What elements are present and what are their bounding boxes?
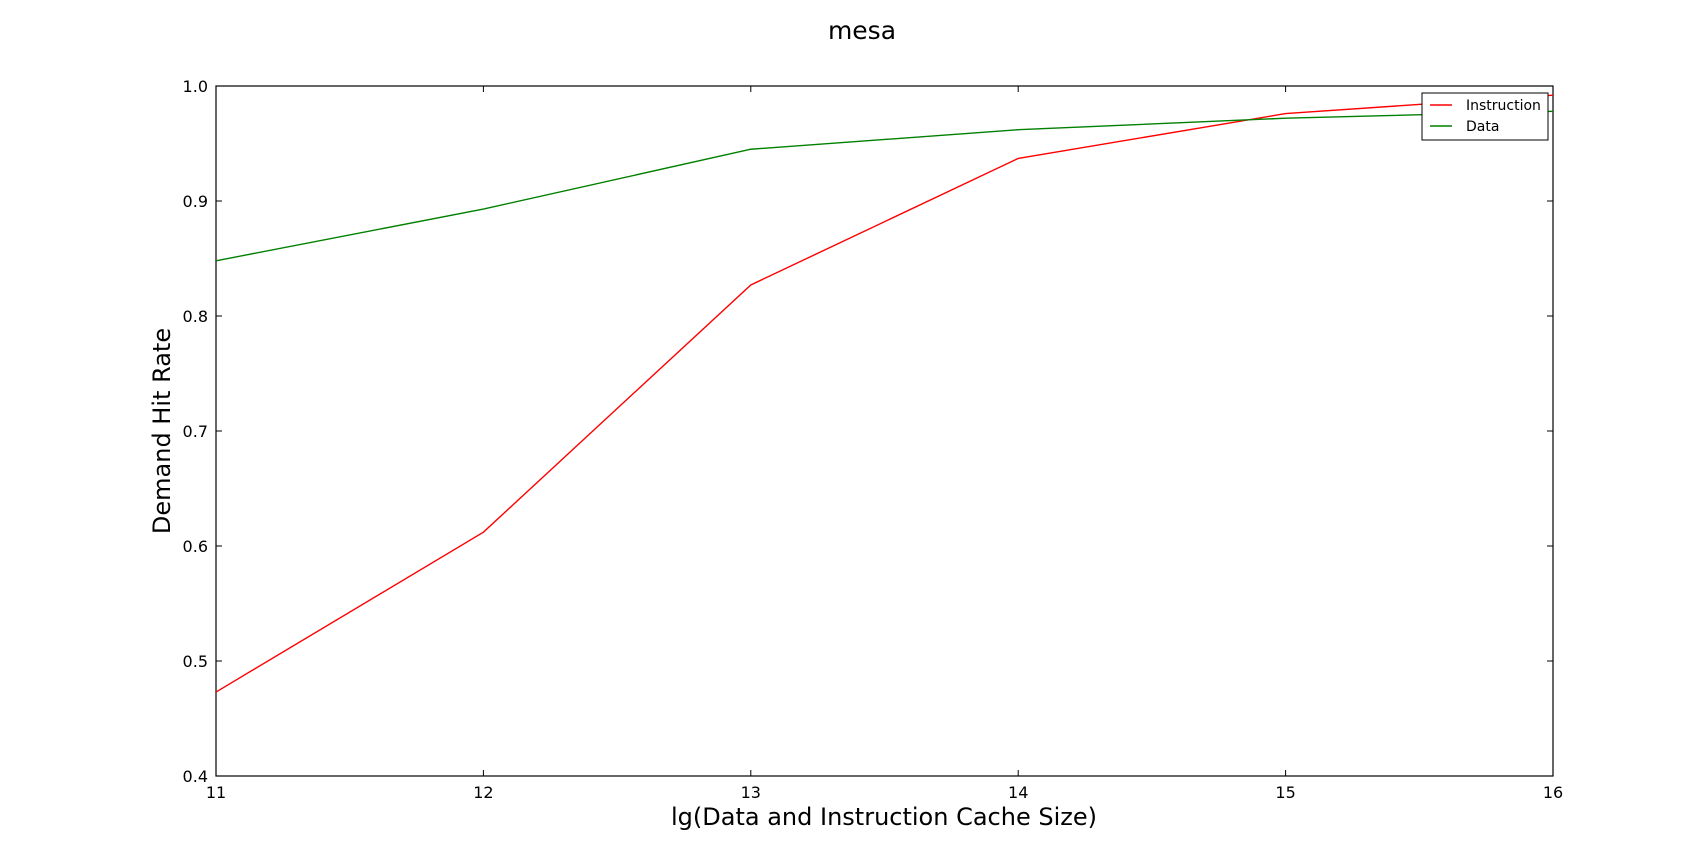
y-tick-label: 0.6 — [183, 537, 208, 556]
plot-frame — [215, 85, 1554, 777]
y-tick-label: 0.8 — [183, 307, 208, 326]
x-tick-label: 16 — [1543, 783, 1563, 802]
x-tick-label: 13 — [741, 783, 761, 802]
x-axis-label: lg(Data and Instruction Cache Size) — [671, 803, 1097, 831]
series-lines — [215, 94, 1554, 693]
x-tick-label: 11 — [206, 783, 226, 802]
legend-box — [1421, 92, 1549, 141]
series-line-instruction — [215, 94, 1554, 693]
y-tick-label: 0.4 — [183, 767, 208, 786]
legend-label: Data — [1466, 119, 1499, 135]
y-tick-label: 0.5 — [183, 652, 208, 671]
y-tick-label: 0.9 — [183, 192, 208, 211]
axis-ticks: 11 12 13 14 15 16 0.4 0.5 0.6 0.7 0.8 0.9 1.0 — [183, 77, 1564, 802]
series-line-data — [215, 110, 1554, 262]
y-axis-label: Demand Hit Rate — [148, 328, 176, 534]
plot-area — [215, 85, 1554, 777]
x-tick-label: 15 — [1275, 783, 1295, 802]
x-tick-label: 14 — [1008, 783, 1028, 802]
x-tick-label: 12 — [473, 783, 493, 802]
legend-label: Instruction — [1466, 98, 1541, 114]
y-tick-label: 0.7 — [183, 422, 208, 441]
legend: Instruction Data — [1421, 92, 1549, 141]
chart-title: mesa — [828, 16, 896, 45]
y-tick-label: 1.0 — [183, 77, 208, 96]
